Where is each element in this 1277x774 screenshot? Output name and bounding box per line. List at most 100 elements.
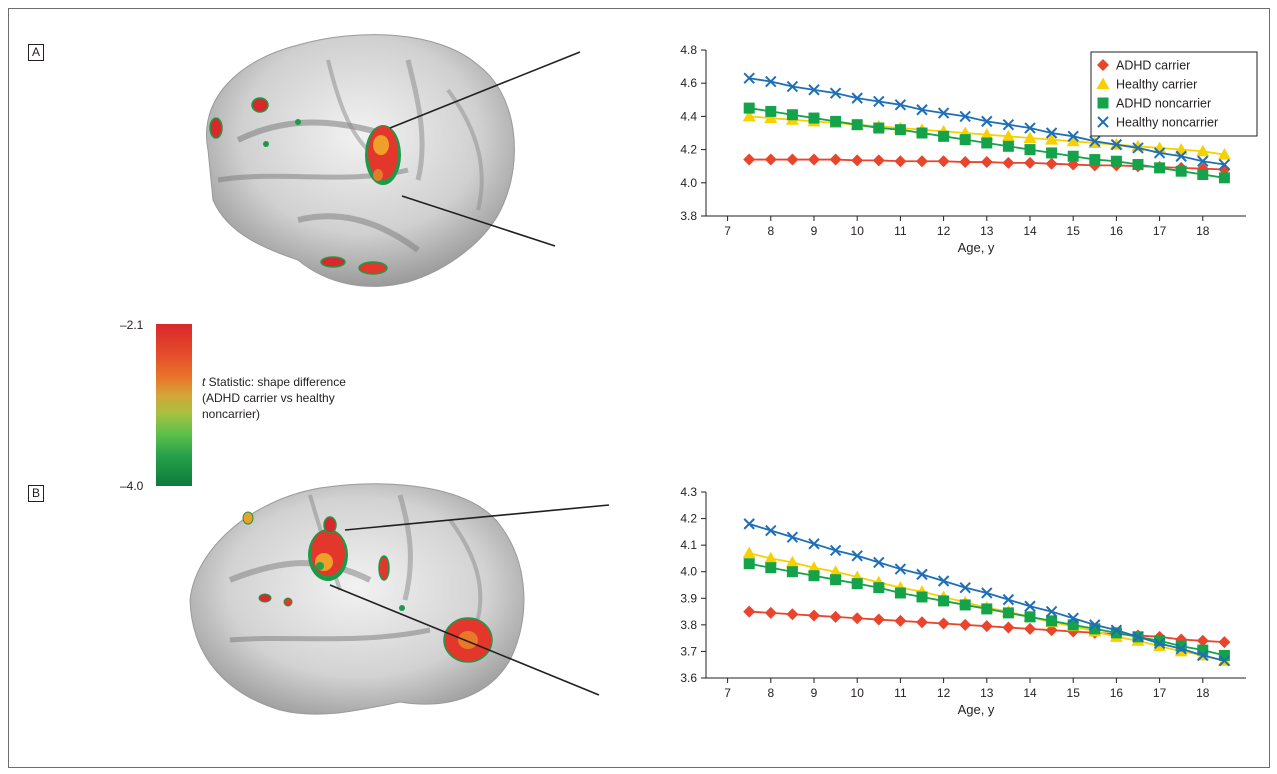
x-tick-label: 7 [724, 686, 731, 700]
x-tick-label: 11 [894, 224, 907, 238]
data-point [742, 546, 756, 559]
data-point [743, 153, 756, 166]
data-point [1045, 605, 1058, 618]
data-point [981, 115, 993, 128]
data-point [829, 565, 843, 577]
x-tick-label: 11 [894, 686, 907, 700]
data-point [1153, 147, 1166, 159]
data-point [1024, 156, 1036, 169]
data-point [1023, 131, 1037, 143]
x-tick-label: 10 [851, 224, 865, 238]
y-tick-label: 4.4 [680, 109, 697, 123]
x-tick-label: 9 [811, 224, 818, 238]
legend-label: ADHD noncarrier [1116, 97, 1211, 111]
brain-surface-a-image [206, 34, 515, 287]
data-point [1153, 637, 1166, 650]
data-point [1067, 612, 1079, 624]
data-point [980, 128, 994, 140]
data-point [765, 75, 777, 88]
data-point [829, 610, 842, 623]
x-tick-label: 9 [811, 686, 818, 700]
data-point [829, 153, 842, 166]
data-point [851, 119, 863, 131]
x-tick-label: 8 [767, 224, 774, 238]
data-point [851, 578, 863, 590]
data-point [894, 587, 906, 599]
data-point [1024, 122, 1036, 134]
connector-b-top [344, 504, 610, 531]
data-point [1197, 155, 1209, 167]
data-point [1024, 611, 1036, 623]
connector-a-bottom [401, 195, 556, 247]
data-point [916, 591, 928, 603]
data-point [1046, 147, 1058, 159]
data-point [1110, 138, 1123, 151]
data-point [1024, 622, 1036, 635]
series-healthy-noncarrier [743, 518, 1231, 667]
data-point [938, 595, 950, 607]
data-point [873, 582, 885, 594]
connector-a-top [389, 51, 581, 129]
data-point [764, 153, 777, 166]
colorbar-title-line1: t Statistic: shape difference [202, 374, 392, 390]
data-point [829, 87, 842, 99]
data-point [830, 574, 842, 586]
data-point [1002, 607, 1014, 619]
data-point [1002, 621, 1015, 634]
x-tick-label: 10 [851, 686, 865, 700]
data-point [807, 561, 821, 573]
x-tick-label: 16 [1110, 686, 1124, 700]
data-point [959, 618, 972, 631]
tstat-colorbar [156, 324, 192, 486]
legend-box [1090, 51, 1258, 137]
x-tick-label: 17 [1153, 686, 1167, 700]
data-point [1197, 649, 1209, 662]
data-point [1175, 150, 1187, 162]
figure-frame [8, 8, 1270, 768]
data-point [764, 111, 778, 124]
y-tick-label: 3.8 [680, 618, 697, 632]
data-point [916, 568, 928, 581]
data-point [894, 99, 907, 111]
data-point [1110, 627, 1122, 639]
data-point [937, 155, 950, 168]
x-tick-label: 15 [1067, 686, 1081, 700]
data-point [1196, 144, 1210, 157]
data-point [742, 109, 756, 122]
data-point [873, 556, 885, 569]
data-point [786, 80, 799, 93]
data-point [937, 617, 950, 630]
data-point [980, 620, 993, 633]
data-point [808, 570, 820, 582]
data-point [916, 155, 928, 168]
data-point [1218, 655, 1231, 667]
data-point [743, 72, 755, 84]
y-tick-label: 3.6 [680, 671, 697, 685]
data-point [765, 105, 777, 117]
data-point [1045, 133, 1059, 145]
y-tick-label: 4.1 [680, 538, 697, 552]
colorbar-title-rest: Statistic: shape difference [205, 375, 346, 389]
legend-marker [1097, 116, 1109, 128]
x-tick-label: 8 [767, 686, 774, 700]
colorbar-title-t: t [202, 375, 206, 389]
data-point [851, 612, 864, 625]
chart-a: 3.8 4.0 4.2 4.4 4.6 4.8 7 8 9 10 11 12 13 14 15 16 17 18 A… [680, 43, 1258, 255]
data-point [1046, 615, 1058, 627]
data-point [894, 614, 907, 627]
data-point [1132, 142, 1144, 154]
data-point [1175, 640, 1187, 652]
data-point [830, 115, 842, 127]
y-tick-label: 4.3 [680, 486, 697, 499]
x-tick-label: 12 [937, 224, 951, 238]
data-point [980, 156, 993, 169]
data-point [808, 538, 820, 550]
data-point [1045, 157, 1058, 170]
data-point [872, 154, 885, 167]
series-healthy-noncarrier [743, 72, 1231, 171]
data-point [1002, 118, 1015, 131]
x-tick-label: 13 [980, 686, 994, 700]
x-tick-label: 18 [1196, 224, 1210, 238]
data-point [1196, 634, 1209, 647]
data-point [786, 566, 798, 578]
